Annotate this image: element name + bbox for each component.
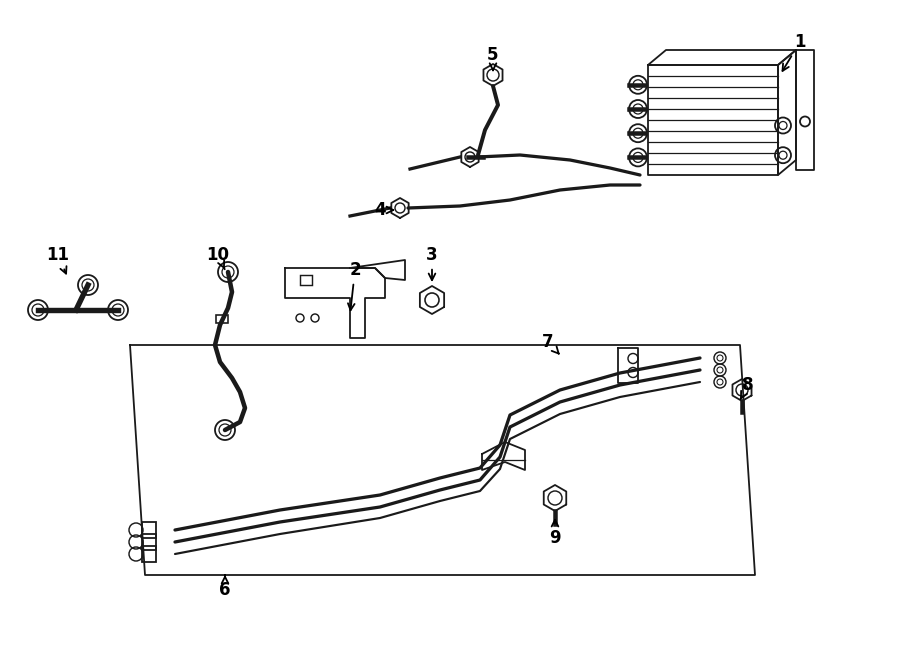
- Text: 8: 8: [741, 376, 754, 399]
- Bar: [142, 522, 156, 538]
- Bar: [216, 315, 228, 323]
- Text: 7: 7: [542, 333, 559, 354]
- Bar: [300, 275, 312, 285]
- Text: 2: 2: [348, 261, 361, 310]
- Text: 5: 5: [487, 46, 499, 70]
- Text: 6: 6: [220, 575, 230, 599]
- Text: 1: 1: [782, 33, 806, 71]
- Bar: [142, 546, 156, 562]
- Text: 9: 9: [549, 520, 561, 547]
- Text: 11: 11: [47, 246, 69, 274]
- Text: 3: 3: [427, 246, 437, 280]
- Text: 10: 10: [206, 246, 230, 269]
- Bar: [142, 534, 156, 550]
- Text: 4: 4: [374, 201, 393, 219]
